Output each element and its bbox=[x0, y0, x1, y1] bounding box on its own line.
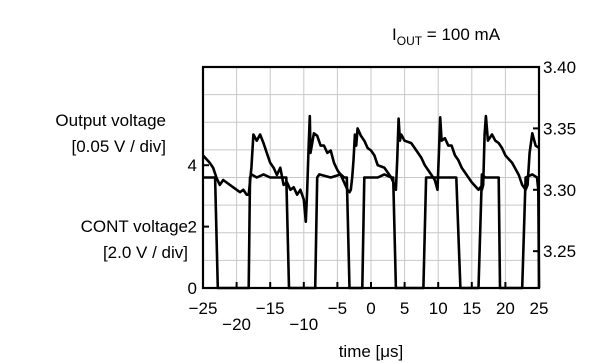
x-tick-label: 15 bbox=[462, 299, 481, 318]
right-y-tick-label: 3.35 bbox=[543, 119, 576, 138]
left-y-tick-label: 4 bbox=[188, 156, 197, 175]
cont-voltage-scale: [2.0 V / div] bbox=[103, 243, 188, 262]
right-y-tick-label: 3.40 bbox=[543, 58, 576, 77]
output-voltage-label: Output voltage bbox=[55, 111, 166, 130]
cont-voltage-trace bbox=[203, 173, 541, 290]
output-voltage-scale: [0.05 V / div] bbox=[72, 137, 167, 156]
condition-main: I bbox=[392, 25, 397, 44]
traces bbox=[202, 114, 541, 290]
x-tick-label: −10 bbox=[289, 315, 318, 334]
x-tick-label: −20 bbox=[222, 315, 251, 334]
x-tick-label: −25 bbox=[189, 299, 218, 318]
condition-label: IOUT = 100 mA bbox=[392, 25, 501, 48]
tick-labels: −25−20−15−10−5 0 5 10 15 20 253.253.303.353.40… bbox=[188, 58, 577, 334]
right-y-tick-label: 3.30 bbox=[543, 181, 576, 200]
x-tick-label: 25 bbox=[530, 299, 549, 318]
x-tick-label: 20 bbox=[496, 299, 515, 318]
x-tick-label: 10 bbox=[429, 299, 448, 318]
condition-rest: = 100 mA bbox=[422, 25, 501, 44]
x-tick-label: 0 bbox=[366, 299, 375, 318]
x-tick-label: −5 bbox=[328, 299, 347, 318]
x-tick-label: −15 bbox=[256, 299, 285, 318]
condition-sub: OUT bbox=[397, 34, 423, 48]
tick-marks bbox=[202, 66, 540, 289]
cont-voltage-label: CONT voltage bbox=[81, 217, 188, 236]
x-tick-label: 5 bbox=[400, 299, 409, 318]
left-y-tick-label: 0 bbox=[188, 279, 197, 298]
left-y-tick-label: 2 bbox=[188, 218, 197, 237]
right-y-tick-label: 3.25 bbox=[543, 242, 576, 261]
x-axis-title: time [μs] bbox=[339, 342, 404, 361]
